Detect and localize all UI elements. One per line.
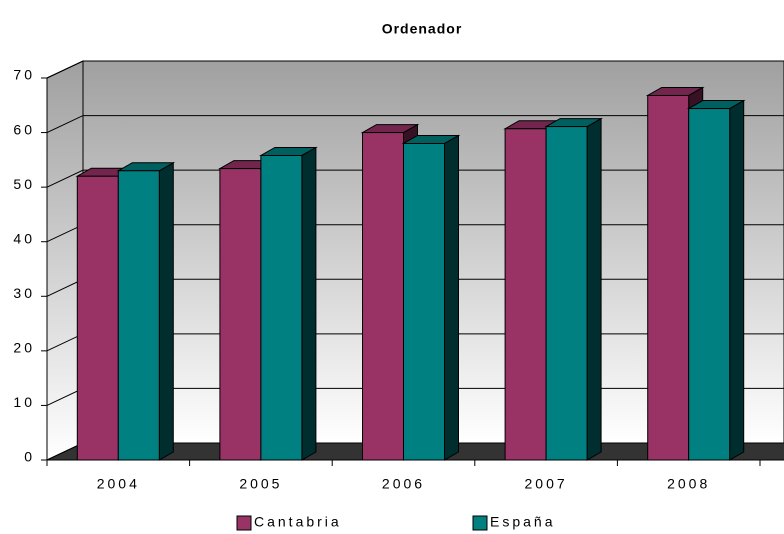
chart-title: Ordenador bbox=[382, 21, 463, 37]
x-tick-label: 2008 bbox=[667, 476, 710, 492]
x-tick-label: 2007 bbox=[525, 476, 568, 492]
bar bbox=[117, 170, 160, 461]
y-tick-label: 60 bbox=[13, 121, 35, 137]
y-tick-label: 30 bbox=[13, 285, 35, 301]
legend-label: Cantabria bbox=[254, 514, 342, 530]
y-tick-label: 20 bbox=[13, 340, 35, 356]
legend-swatch bbox=[472, 515, 488, 531]
bar-side bbox=[158, 161, 174, 461]
bar bbox=[504, 128, 547, 461]
x-tick-label: 2005 bbox=[239, 476, 282, 492]
legend-swatch bbox=[236, 515, 252, 531]
y-tick-label: 50 bbox=[13, 176, 35, 192]
grid-line bbox=[46, 115, 784, 134]
bar bbox=[362, 132, 404, 461]
legend-label: España bbox=[490, 514, 555, 530]
bar-side bbox=[444, 134, 459, 461]
grid-line bbox=[46, 60, 784, 79]
bar bbox=[647, 94, 690, 461]
y-tick-label: 40 bbox=[13, 230, 35, 246]
bar bbox=[688, 108, 731, 461]
x-tick-label: 2006 bbox=[382, 476, 425, 492]
x-tick-label: 2004 bbox=[97, 476, 140, 492]
bar-side bbox=[729, 99, 745, 461]
bar-side bbox=[301, 146, 317, 461]
bar bbox=[219, 168, 262, 461]
y-tick-label: 0 bbox=[24, 449, 35, 465]
y-tick-label: 70 bbox=[13, 67, 35, 83]
bar bbox=[76, 175, 119, 461]
bar-side bbox=[586, 117, 602, 461]
y-tick-label: 10 bbox=[13, 394, 35, 410]
bar bbox=[260, 154, 303, 461]
bar bbox=[403, 142, 445, 461]
bar bbox=[545, 126, 588, 461]
